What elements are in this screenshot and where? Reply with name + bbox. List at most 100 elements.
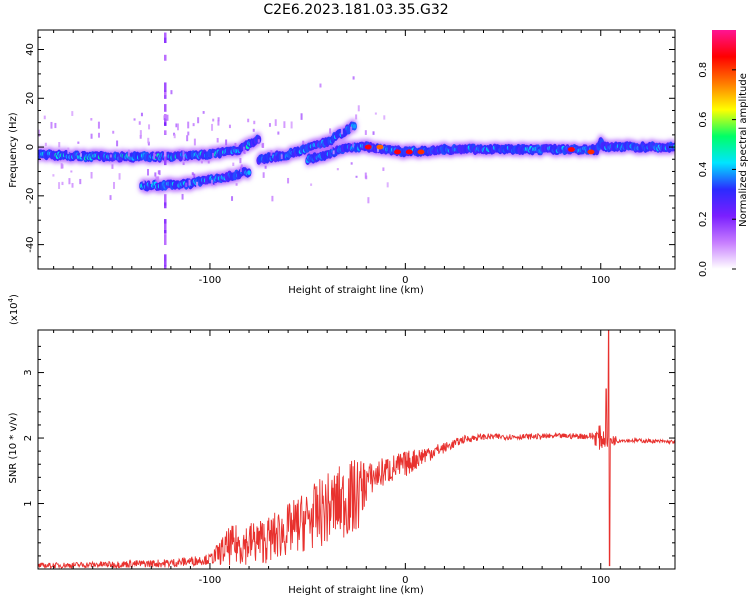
spectrogram-speckle xyxy=(67,147,70,154)
spectrogram-speckle xyxy=(317,147,320,154)
spectrogram-speckle xyxy=(176,123,179,131)
spectrogram-frame xyxy=(37,29,676,270)
spectrogram-hotspot xyxy=(587,149,595,155)
spectrogram-ridge-core xyxy=(247,170,251,175)
spectrogram-speckle xyxy=(374,112,377,115)
spectrogram-speckle xyxy=(283,121,286,129)
spectrogram-hotspot xyxy=(405,149,413,155)
spectrogram-speckle xyxy=(113,181,116,189)
spectrogram-speckle xyxy=(210,179,213,186)
spectrogram-speckle xyxy=(196,181,199,188)
spectrogram-speckle xyxy=(138,121,141,125)
spectrogram-hotspot xyxy=(376,144,384,150)
spectrogram-streak xyxy=(164,204,167,209)
spectrogram-speckle xyxy=(232,162,235,167)
snr-y-axis-label: SNR (10 * v/v) xyxy=(8,412,19,483)
spectrogram-panel: -100 0 100 -40 -20 0 20 40 Height of straight l… xyxy=(8,29,676,296)
spectrogram-speckle xyxy=(336,168,339,171)
spectrogram-speckle xyxy=(319,83,322,88)
colorbar: 0.0 0.2 0.4 0.6 0.8 Normalized spectral ampl… xyxy=(698,30,749,277)
spectrogram-speckle xyxy=(383,115,386,120)
figure-title: C2E6.2023.181.03.35.G32 xyxy=(263,2,448,18)
colorbar-tick-label: 0.4 xyxy=(698,161,709,177)
spectrogram-x-axis-label: Height of straight line (km) xyxy=(288,285,424,296)
colorbar-tick-label: 0.2 xyxy=(698,211,709,227)
y-tick-label: 20 xyxy=(25,92,36,105)
spectrogram-streak xyxy=(164,54,167,61)
spectrogram-speckle xyxy=(170,90,173,95)
spectrogram-speckle xyxy=(211,123,214,131)
spectrogram-streak xyxy=(164,113,167,119)
x-tick-label: 0 xyxy=(402,275,408,286)
snr-panel: -100 0 100 1 2 3 Height of straight line (km)… xyxy=(7,294,676,596)
spectrogram-speckle xyxy=(264,165,267,169)
snr-x-axis-label: Height of straight line (km) xyxy=(288,585,424,596)
spectrogram-streak xyxy=(164,220,167,230)
spectrogram-speckle xyxy=(330,146,333,150)
x-tick-label: 100 xyxy=(591,575,610,586)
spectrogram-speckle xyxy=(44,142,47,147)
spectrogram-speckle xyxy=(186,135,189,142)
spectrogram-hotspot xyxy=(417,149,425,155)
spectrogram-speckle xyxy=(139,130,142,137)
snr-frame xyxy=(37,329,676,570)
spectrogram-streak xyxy=(164,91,167,96)
spectrogram-speckle xyxy=(247,118,250,123)
spectrogram-speckle xyxy=(253,120,256,125)
spectrogram-speckle xyxy=(235,183,238,186)
spectrogram-speckle xyxy=(243,146,246,154)
spectrogram-speckle xyxy=(300,113,303,120)
spectrogram-streak xyxy=(164,219,167,224)
spectrogram-speckle xyxy=(111,164,114,169)
y-tick-label: -40 xyxy=(25,236,36,252)
spectrogram-ridge-core xyxy=(352,124,357,129)
spectrogram-streak xyxy=(164,37,167,44)
spectrogram-speckle xyxy=(155,176,158,182)
snr-scale-note: (x104) xyxy=(7,294,20,325)
spectrogram-speckle xyxy=(228,124,231,129)
spectrogram-speckle xyxy=(90,118,93,121)
spectrogram-speckle xyxy=(70,170,73,173)
spectrogram-speckle xyxy=(352,76,355,80)
spectrogram-speckle xyxy=(148,124,151,130)
spectrogram-speckle xyxy=(118,173,121,180)
spectrogram-heatmap xyxy=(38,32,675,269)
snr-scale-exponent: 4 xyxy=(7,297,15,302)
spectrogram-speckle xyxy=(61,181,64,186)
spectrogram-speckle xyxy=(202,111,205,114)
spectrogram-streak xyxy=(164,91,167,99)
spectrogram-speckle xyxy=(217,120,220,126)
spectrogram-speckle xyxy=(262,172,265,178)
spectrogram-speckle xyxy=(234,142,237,147)
spectrogram-speckle xyxy=(133,118,136,121)
snr-scale-suffix: ) xyxy=(9,294,20,298)
spectrogram-speckle xyxy=(262,142,265,148)
spectrogram-streak xyxy=(164,254,167,262)
x-tick-label: 0 xyxy=(402,575,408,586)
spectrogram-streak xyxy=(164,104,167,112)
spectrogram-streak xyxy=(164,257,167,266)
snr-background xyxy=(38,330,675,569)
spectrogram-streak xyxy=(164,236,167,246)
snr-line xyxy=(38,330,675,569)
spectrogram-speckle xyxy=(355,114,358,120)
spectrogram-speckle xyxy=(157,176,160,183)
spectrogram-speckle xyxy=(154,153,157,157)
spectrogram-speckle xyxy=(60,163,63,169)
spectrogram-speckle xyxy=(240,164,243,168)
spectrogram-speckle xyxy=(97,132,100,138)
spectrogram-speckle xyxy=(127,149,130,157)
spectrogram-speckle xyxy=(270,150,273,156)
spectrogram-speckle xyxy=(71,183,74,188)
spectrogram-speckle xyxy=(175,123,178,128)
spectrogram-speckle xyxy=(207,160,210,164)
spectrogram-speckle xyxy=(187,131,190,136)
spectrogram-speckle xyxy=(54,122,57,129)
spectrogram-speckle xyxy=(280,154,283,159)
spectrogram-speckle xyxy=(240,166,243,172)
spectrogram-speckle xyxy=(192,123,195,127)
spectrogram-streak xyxy=(164,130,167,134)
spectrogram-speckle xyxy=(140,112,143,117)
spectrogram-speckle xyxy=(352,142,355,148)
spectrogram-streak xyxy=(164,154,167,159)
